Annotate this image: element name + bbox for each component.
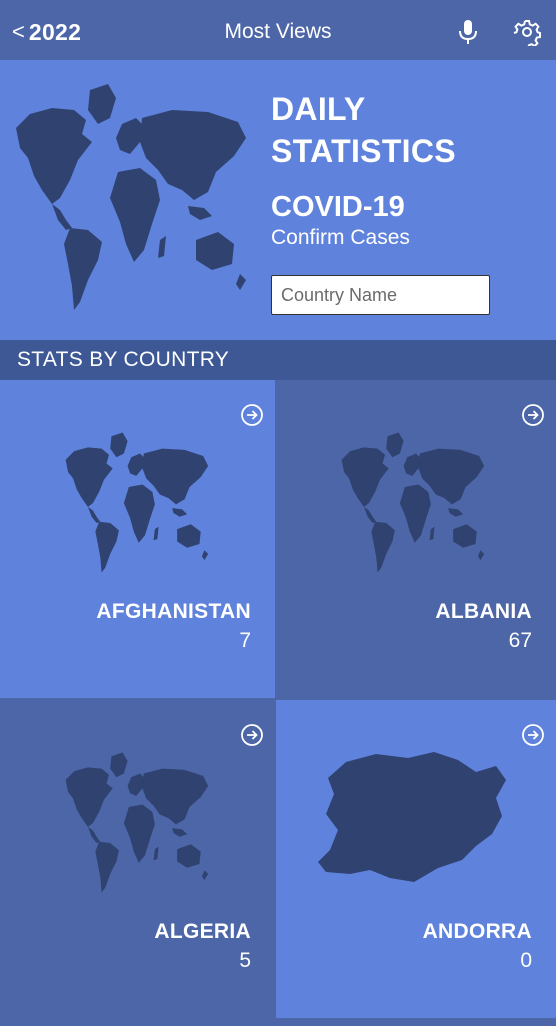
country-name: ANDORRA bbox=[422, 920, 532, 943]
world-map-image bbox=[40, 750, 235, 895]
daily-statistics-panel: DAILY STATISTICS COVID-19 Confirm Cases bbox=[0, 60, 556, 340]
hero-title: DAILY STATISTICS bbox=[271, 88, 456, 172]
section-header: STATS BY COUNTRY bbox=[0, 340, 556, 380]
arrow-circle-right-icon[interactable] bbox=[521, 403, 545, 427]
navigation-bar: < 2022 Most Views bbox=[0, 0, 556, 60]
hero-caption: Confirm Cases bbox=[271, 226, 410, 249]
hero-subtitle: COVID-19 bbox=[271, 191, 405, 223]
gear-icon[interactable] bbox=[513, 18, 541, 49]
next-row-edge bbox=[0, 1018, 556, 1026]
country-tile-algeria[interactable]: ALGERIA 5 bbox=[0, 700, 275, 1018]
world-map-image bbox=[40, 430, 235, 575]
country-name: ALGERIA bbox=[154, 920, 251, 943]
country-value: 67 bbox=[508, 629, 532, 652]
country-tile-afghanistan[interactable]: AFGHANISTAN 7 bbox=[0, 380, 275, 698]
back-label: 2022 bbox=[28, 18, 82, 45]
arrow-circle-right-icon[interactable] bbox=[240, 723, 264, 747]
arrow-circle-right-icon[interactable] bbox=[240, 403, 264, 427]
andorra-map-image bbox=[316, 750, 511, 895]
country-tile-andorra[interactable]: ANDORRA 0 bbox=[276, 700, 556, 1018]
microphone-icon[interactable] bbox=[456, 18, 480, 46]
hero-title-line-1: DAILY bbox=[271, 91, 366, 127]
chevron-left-icon: < bbox=[12, 19, 25, 44]
country-value: 5 bbox=[239, 949, 251, 972]
hero-title-line-2: STATISTICS bbox=[271, 133, 456, 169]
country-name: ALBANIA bbox=[435, 600, 532, 623]
country-search-input[interactable] bbox=[271, 275, 490, 315]
world-map-image bbox=[316, 430, 511, 575]
country-value: 7 bbox=[239, 629, 251, 652]
arrow-circle-right-icon[interactable] bbox=[521, 723, 545, 747]
world-map-image bbox=[12, 80, 252, 314]
country-tile-albania[interactable]: ALBANIA 67 bbox=[276, 380, 556, 698]
back-button[interactable]: < 2022 bbox=[12, 18, 81, 46]
page-title: Most Views bbox=[224, 20, 332, 43]
country-name: AFGHANISTAN bbox=[96, 600, 251, 623]
country-value: 0 bbox=[520, 949, 532, 972]
